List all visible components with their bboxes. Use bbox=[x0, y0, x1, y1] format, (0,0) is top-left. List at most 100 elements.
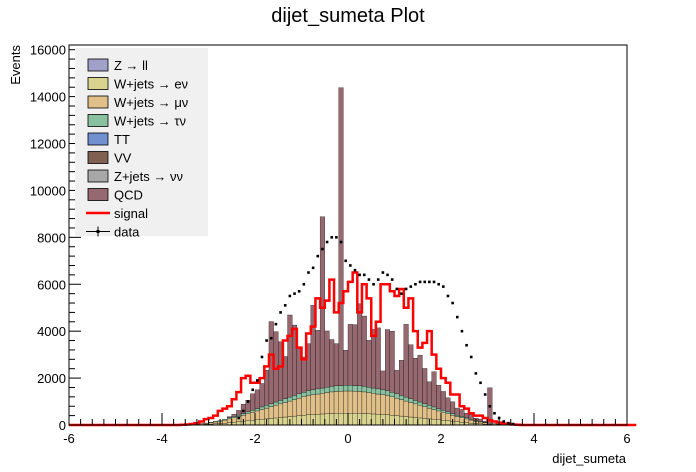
data-point bbox=[274, 322, 278, 326]
bar bbox=[445, 411, 451, 414]
bar bbox=[431, 419, 437, 426]
data-point bbox=[279, 311, 282, 314]
data-point bbox=[246, 400, 250, 403]
y-axis: 0 2000 4000 6000 8000 10000 12000 14000 16000 bbox=[30, 43, 81, 433]
data-point bbox=[260, 355, 264, 359]
data-markers-layer bbox=[237, 236, 515, 426]
bar bbox=[315, 393, 321, 415]
bar bbox=[292, 415, 298, 426]
bar bbox=[412, 403, 418, 418]
bar bbox=[375, 414, 381, 426]
bar bbox=[305, 390, 311, 396]
bar bbox=[292, 395, 298, 400]
bar bbox=[394, 370, 400, 394]
legend-entry: VV bbox=[87, 151, 132, 166]
data-point bbox=[307, 271, 310, 274]
bar bbox=[296, 393, 302, 399]
y-tick-label: 6000 bbox=[37, 277, 66, 292]
bar bbox=[361, 386, 367, 393]
bar bbox=[287, 396, 293, 402]
bar bbox=[422, 368, 428, 404]
bar bbox=[352, 324, 358, 386]
y-tick-label: 2000 bbox=[37, 371, 66, 386]
legend-swatch bbox=[87, 95, 109, 109]
legend-label: data bbox=[114, 225, 140, 240]
bar bbox=[385, 395, 391, 415]
data-point bbox=[386, 273, 389, 277]
data-point bbox=[362, 273, 366, 277]
bar bbox=[222, 419, 228, 424]
bar bbox=[408, 398, 414, 403]
bar bbox=[231, 413, 237, 417]
bar bbox=[343, 385, 349, 392]
data-point bbox=[460, 329, 464, 333]
legend-entry: W+jets → μν bbox=[87, 95, 188, 110]
bar bbox=[305, 414, 311, 426]
data-point bbox=[442, 285, 445, 288]
bar bbox=[254, 408, 260, 412]
bar bbox=[259, 383, 265, 408]
bar bbox=[347, 413, 353, 426]
bar bbox=[324, 392, 330, 414]
bar bbox=[259, 419, 265, 426]
data-point bbox=[293, 292, 296, 295]
data-point bbox=[344, 259, 347, 263]
bar bbox=[287, 400, 293, 417]
bar bbox=[347, 390, 353, 414]
x-axis-label: dijet_sumeta bbox=[552, 451, 626, 466]
bar bbox=[222, 419, 228, 421]
legend: Z → ll W+jets → eν W+jets → μν W+jets → τν T… bbox=[75, 48, 208, 240]
bar bbox=[431, 409, 437, 420]
bar bbox=[412, 417, 418, 426]
data-point bbox=[488, 404, 492, 408]
data-point bbox=[269, 336, 273, 340]
x-tick-label: -6 bbox=[63, 431, 75, 446]
bar bbox=[231, 416, 237, 418]
legend-entry: signal bbox=[86, 206, 148, 221]
bar bbox=[245, 420, 251, 426]
legend-label: W+jets → τν bbox=[114, 114, 186, 129]
data-point bbox=[302, 282, 306, 286]
bar bbox=[319, 413, 325, 426]
y-tick-label: 4000 bbox=[37, 324, 66, 339]
bar bbox=[408, 402, 414, 418]
bar bbox=[366, 392, 372, 414]
bar bbox=[273, 405, 279, 419]
legend-marker bbox=[96, 230, 100, 233]
x-tick-label: 4 bbox=[530, 431, 537, 446]
data-point bbox=[479, 381, 482, 385]
bar bbox=[408, 344, 414, 399]
bar bbox=[464, 417, 470, 420]
legend-entry: QCD bbox=[87, 188, 143, 203]
bar bbox=[394, 415, 400, 426]
bar bbox=[343, 413, 349, 426]
bar bbox=[440, 391, 446, 411]
bar bbox=[417, 405, 423, 419]
bar bbox=[445, 397, 451, 413]
bar bbox=[389, 392, 395, 398]
y-tick-label: 16000 bbox=[30, 43, 66, 58]
bar bbox=[333, 385, 339, 392]
data-point bbox=[311, 266, 315, 270]
bar bbox=[459, 417, 465, 423]
bar bbox=[417, 417, 423, 426]
bar bbox=[380, 389, 386, 395]
data-point bbox=[237, 416, 241, 420]
bar bbox=[259, 409, 265, 420]
bar bbox=[236, 414, 242, 417]
data-point bbox=[283, 304, 287, 307]
bar bbox=[226, 416, 232, 418]
data-point bbox=[367, 278, 371, 281]
y-tick-label: 10000 bbox=[30, 183, 66, 198]
bar bbox=[426, 381, 432, 406]
bar bbox=[357, 391, 363, 414]
bar bbox=[412, 400, 418, 405]
bar bbox=[389, 396, 395, 416]
bar bbox=[236, 410, 242, 416]
y-tick-label: 0 bbox=[59, 418, 66, 433]
bar bbox=[315, 388, 321, 395]
bar bbox=[324, 330, 330, 388]
bar bbox=[319, 387, 325, 394]
y-tick-label: 14000 bbox=[30, 90, 66, 105]
bar bbox=[398, 415, 404, 426]
